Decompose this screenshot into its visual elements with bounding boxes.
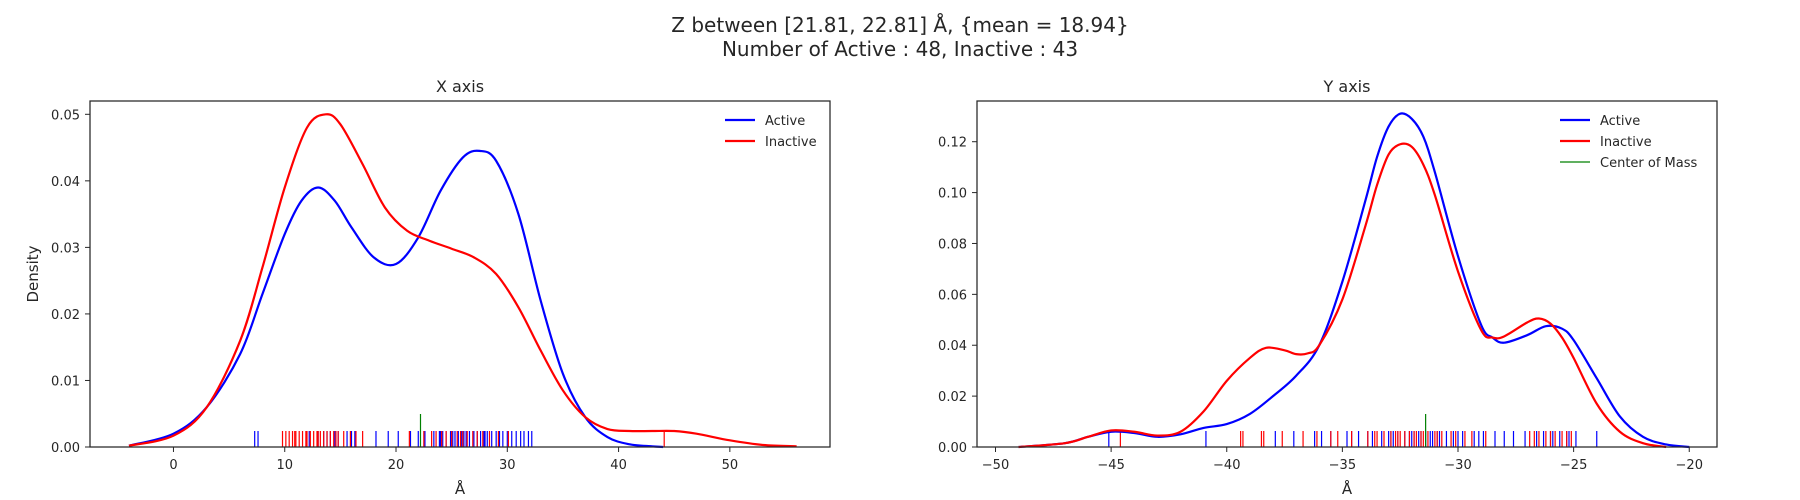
x-axis-density-panel: 0 10 20 30 40 50 0.00 0.01 0.02 0.03 0.04 0.05 X axi… [24, 77, 831, 498]
subplot-title: Y axis [1323, 77, 1371, 96]
x-tick-label: −20 [1676, 458, 1703, 473]
x-tick-label: 20 [388, 458, 405, 473]
y-tick-label: 0.04 [938, 339, 967, 354]
x-tick-label: 50 [722, 458, 739, 473]
y-axis-label: Density [24, 245, 42, 302]
legend: Active Inactive [725, 114, 817, 150]
x-axis-label: Å [1342, 479, 1353, 498]
y-tick-label: 0.02 [938, 390, 967, 405]
y-axis-density-panel: −50 −45 −40 −35 −30 −25 −20 0.00 0.02 0.04 0.06 0.0… [938, 77, 1718, 498]
density-line-active [1018, 112, 1690, 449]
legend-label-inactive: Inactive [1600, 135, 1652, 150]
y-tick-label: 0.00 [938, 441, 967, 456]
x-axis-label: Å [455, 479, 466, 498]
y-tick-label: 0.05 [51, 108, 80, 123]
legend-label-active: Active [1600, 114, 1640, 129]
x-tick-label: 10 [276, 458, 293, 473]
figure-suptitle-line2: Number of Active : 48, Inactive : 43 [722, 37, 1078, 61]
x-tick-label: −25 [1560, 458, 1587, 473]
y-tick-label: 0.02 [51, 308, 80, 323]
rug-plot [254, 414, 665, 447]
y-tick-label: 0.06 [938, 288, 967, 303]
legend: Active Inactive Center of Mass [1560, 114, 1698, 171]
x-tick-label: 40 [610, 458, 627, 473]
x-tick-label: −50 [982, 458, 1009, 473]
figure-suptitle-line1: Z between [21.81, 22.81] Å, {mean = 18.9… [671, 13, 1128, 37]
x-tick-label: −40 [1213, 458, 1240, 473]
y-tick-label: 0.01 [51, 374, 80, 389]
subplot-title: X axis [436, 77, 484, 96]
x-tick-label: 0 [169, 458, 177, 473]
x-tick-label: −35 [1329, 458, 1356, 473]
plot-frame [976, 100, 1718, 448]
y-tick-label: 0.04 [51, 175, 80, 190]
y-tick-label: 0.00 [51, 441, 80, 456]
density-line-inactive [1018, 142, 1667, 449]
rug-plot [1108, 414, 1598, 447]
y-tick-label: 0.12 [938, 136, 967, 151]
y-tick-label: 0.10 [938, 187, 967, 202]
legend-label-center-of-mass: Center of Mass [1600, 156, 1698, 171]
x-tick-label: 30 [499, 458, 516, 473]
legend-label-active: Active [765, 114, 805, 129]
density-line-inactive [128, 113, 797, 448]
x-tick-label: −45 [1097, 458, 1124, 473]
y-tick-label: 0.08 [938, 237, 967, 252]
legend-label-inactive: Inactive [765, 135, 817, 150]
y-tick-label: 0.03 [51, 241, 80, 256]
x-tick-label: −30 [1444, 458, 1471, 473]
plot-frame [89, 100, 831, 448]
